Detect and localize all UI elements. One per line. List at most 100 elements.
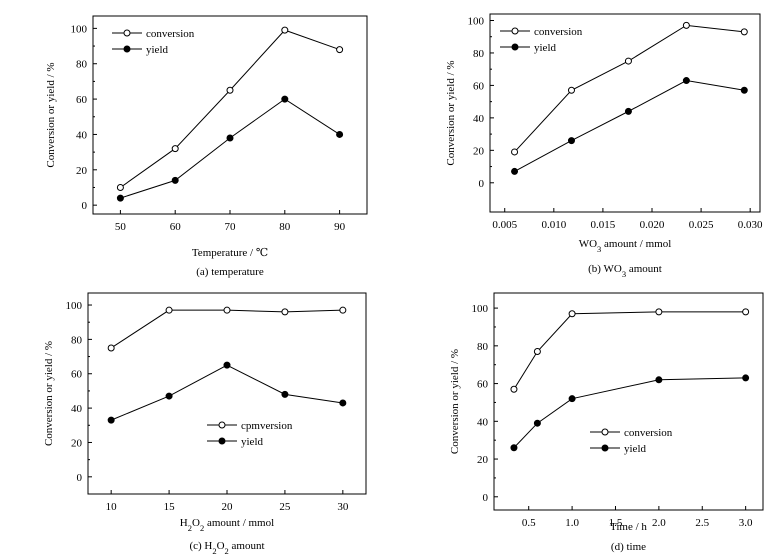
data-point-cpmversion (223, 306, 231, 314)
y-tick-label: 40 (477, 416, 489, 428)
plot-frame (493, 292, 764, 511)
y-tick-label: 20 (477, 454, 489, 466)
x-tick-label: 25 (279, 501, 291, 513)
x-tick-label: 80 (279, 221, 291, 233)
x-axis-label: WO3 amount / mmol (579, 238, 672, 254)
legend-label: conversion (534, 26, 583, 38)
panel-caption: (c) H2O2 amount (189, 540, 264, 556)
x-tick-label: 15 (164, 501, 176, 513)
data-point-yield (107, 416, 115, 424)
legend-marker (601, 444, 609, 452)
legend-label: yield (534, 42, 556, 54)
data-point-yield (511, 167, 519, 175)
x-axis-label: Time / h (610, 521, 647, 533)
y-tick-label: 80 (76, 59, 88, 71)
data-point-yield (226, 134, 234, 142)
data-point-yield (742, 374, 750, 382)
y-tick-label: 80 (71, 334, 83, 346)
x-tick-label: 10 (106, 501, 118, 513)
data-point-cpmversion (165, 306, 173, 314)
y-axis-label: Conversion or yield / % (43, 341, 55, 446)
y-tick-label: 100 (472, 303, 489, 315)
data-point-cpmversion (281, 308, 289, 316)
data-point-conversion (624, 57, 632, 65)
data-point-yield (165, 392, 173, 400)
legend-label: yield (241, 436, 263, 448)
legend-label: conversion (146, 28, 195, 40)
y-tick-label: 40 (473, 113, 485, 125)
data-point-yield (223, 361, 231, 369)
data-point-yield (510, 444, 518, 452)
data-point-conversion (336, 46, 344, 54)
x-tick-label: 90 (334, 221, 346, 233)
data-point-yield (567, 137, 575, 145)
panel-caption: (d) time (611, 541, 646, 553)
legend-label: conversion (624, 427, 673, 439)
x-tick-label: 0.015 (591, 219, 616, 231)
panel-caption: (a) temperature (196, 266, 264, 278)
y-tick-label: 0 (479, 178, 485, 190)
chart-panel-2: 0 20 40 60 80 100 0.005 0.010 0.015 0.020 0.025 0.0… (445, 13, 763, 279)
data-point-conversion (567, 86, 575, 94)
y-axis-label: Conversion or yield / % (45, 62, 57, 167)
chart-panel-1: 0 20 40 60 80 100 50 60 70 80 90 conversion yield Con… (45, 15, 368, 278)
data-point-yield (339, 399, 347, 407)
data-point-yield (336, 130, 344, 138)
legend-label: yield (146, 44, 168, 56)
x-tick-label: 0.020 (640, 219, 665, 231)
y-tick-label: 100 (468, 15, 485, 27)
x-tick-label: 60 (170, 221, 182, 233)
data-point-yield (624, 107, 632, 115)
data-point-yield (116, 194, 124, 202)
x-tick-label: 50 (115, 221, 127, 233)
legend-marker (601, 428, 609, 436)
series-line-conversion (513, 311, 746, 390)
y-tick-label: 100 (66, 300, 83, 312)
panel-caption: (b) WO3 amount (588, 263, 662, 279)
plot-frame (87, 292, 367, 495)
x-tick-label: 3.0 (739, 517, 753, 529)
y-tick-label: 0 (77, 472, 83, 484)
legend-marker (218, 421, 226, 429)
y-tick-label: 100 (71, 23, 88, 35)
x-axis-label: H2O2 amount / mmol (180, 517, 274, 533)
y-tick-label: 80 (473, 48, 485, 60)
x-tick-label: 1.0 (565, 517, 579, 529)
data-point-conversion (740, 28, 748, 36)
y-tick-label: 20 (473, 145, 485, 157)
data-point-yield (281, 95, 289, 103)
x-tick-label: 0.010 (541, 219, 566, 231)
x-tick-label: 0.030 (738, 219, 763, 231)
legend-label: cpmversion (241, 420, 293, 432)
y-tick-label: 60 (76, 94, 88, 106)
plot-frame (92, 15, 368, 215)
plot-frame (489, 13, 761, 213)
legend-marker (218, 437, 226, 445)
data-point-conversion (533, 347, 541, 355)
data-point-conversion (226, 86, 234, 94)
series-line-yield (120, 98, 340, 199)
y-tick-label: 20 (71, 437, 83, 449)
data-point-conversion (655, 308, 663, 316)
data-point-yield (682, 77, 690, 85)
y-tick-label: 0 (82, 200, 88, 212)
x-tick-label: 2.5 (695, 517, 709, 529)
y-tick-label: 40 (76, 129, 88, 141)
x-tick-label: 30 (337, 501, 349, 513)
data-point-cpmversion (107, 344, 115, 352)
y-axis-label: Conversion or yield / % (445, 60, 457, 165)
x-tick-label: 20 (222, 501, 234, 513)
y-axis-label: Conversion or yield / % (449, 349, 461, 454)
series-line-cpmversion (110, 309, 343, 349)
data-point-conversion (568, 310, 576, 318)
data-point-yield (740, 86, 748, 94)
data-point-conversion (511, 148, 519, 156)
series-line-yield (514, 80, 745, 172)
data-point-conversion (171, 145, 179, 153)
y-tick-label: 20 (76, 165, 88, 177)
x-tick-label: 0.5 (522, 517, 536, 529)
legend-marker (123, 45, 131, 53)
x-tick-label: 0.005 (492, 219, 517, 231)
x-tick-label: 70 (225, 221, 237, 233)
